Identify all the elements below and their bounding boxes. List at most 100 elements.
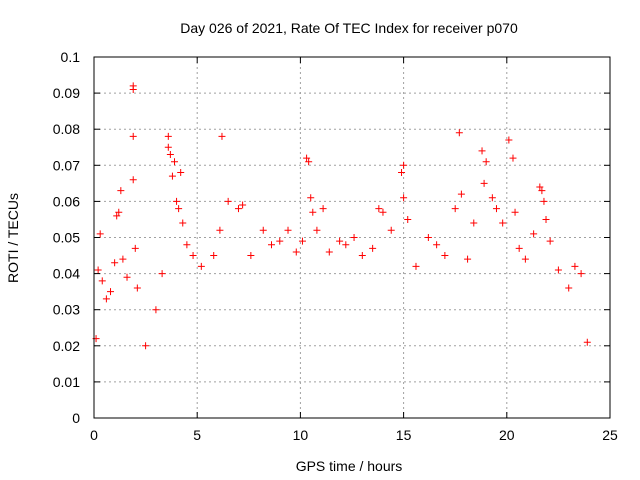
data-point [292,248,300,256]
data-point [379,208,387,216]
axes: 0 5 10 15 20 25 0 0.01 0.02 0.03 0.04 0.05 0.06 0.07 0… [53,49,618,443]
data-point [554,266,562,274]
data-point [234,205,242,213]
data-point [546,237,554,245]
data-point [488,194,496,202]
data-point [400,194,408,202]
y-tick-label: 0.03 [53,302,80,318]
data-points [92,82,591,350]
data-point [177,169,185,177]
data-point [398,169,406,177]
data-point [538,187,546,195]
data-point [131,244,139,252]
data-point [583,338,591,346]
x-axis-label: GPS time / hours [296,458,403,474]
y-tick-label: 0.1 [61,49,81,65]
x-tick-label: 20 [499,427,515,443]
data-point [94,266,102,274]
data-point [536,183,544,191]
data-point [433,241,441,249]
data-point [298,237,306,245]
data-point [515,244,523,252]
data-point [276,237,284,245]
data-point [369,244,377,252]
x-tick-label: 0 [90,427,98,443]
data-point [577,270,585,278]
data-point [480,179,488,187]
y-tick-label: 0.06 [53,193,80,209]
data-point [412,262,420,270]
data-point [197,262,205,270]
data-point [441,252,449,260]
data-point [152,306,160,314]
data-point [509,154,517,162]
y-tick-label: 0.01 [53,374,80,390]
y-tick-label: 0.04 [53,266,80,282]
data-point [404,215,412,223]
data-point [424,234,432,241]
data-point [499,219,507,227]
data-point [505,136,513,144]
data-point [102,295,110,303]
data-point [111,259,119,267]
data-point [107,288,115,296]
data-point [464,255,472,263]
data-point [173,197,181,205]
data-point [457,190,465,198]
y-tick-label: 0 [72,410,80,426]
data-point [218,132,226,140]
data-point [307,194,315,202]
data-point [98,277,106,285]
y-axis-label: ROTI / TECUs [5,193,21,283]
data-point [259,226,267,234]
data-point [133,284,141,292]
data-point [342,241,350,249]
data-point [142,342,150,350]
data-point [129,85,137,93]
data-point [540,197,548,205]
data-point [303,154,311,162]
data-point [239,201,247,209]
data-point [224,197,232,205]
plot-frame [93,56,611,419]
data-point [336,237,344,245]
data-point [113,212,121,220]
data-point [325,248,333,256]
data-point [455,129,463,137]
x-tick-label: 15 [396,427,412,443]
x-tick-label: 25 [602,427,618,443]
data-point [451,205,459,213]
data-point [358,252,366,260]
data-point [189,252,197,260]
data-point [117,187,125,195]
y-tick-label: 0.07 [53,157,80,173]
data-point [319,205,327,213]
data-point [119,255,127,263]
data-point [129,176,137,184]
grid [94,57,610,418]
data-point [521,255,529,263]
y-tick-label: 0.09 [53,85,80,101]
chart-title: Day 026 of 2021, Rate Of TEC Index for r… [180,20,518,36]
data-point [175,205,183,213]
data-point [216,226,224,234]
data-point [482,158,490,166]
data-point [168,172,176,180]
data-point [96,230,104,238]
data-point [387,226,395,234]
data-point [313,226,321,234]
data-point [350,234,358,241]
data-point [478,147,486,155]
data-point [492,205,500,213]
data-point [470,219,478,227]
data-point [247,252,255,260]
data-point [542,215,550,223]
y-tick-label: 0.05 [53,230,80,246]
data-point [305,158,313,166]
data-point [530,230,538,238]
data-point [115,208,123,216]
data-point [284,226,292,234]
y-tick-label: 0.02 [53,338,80,354]
data-point [309,208,317,216]
